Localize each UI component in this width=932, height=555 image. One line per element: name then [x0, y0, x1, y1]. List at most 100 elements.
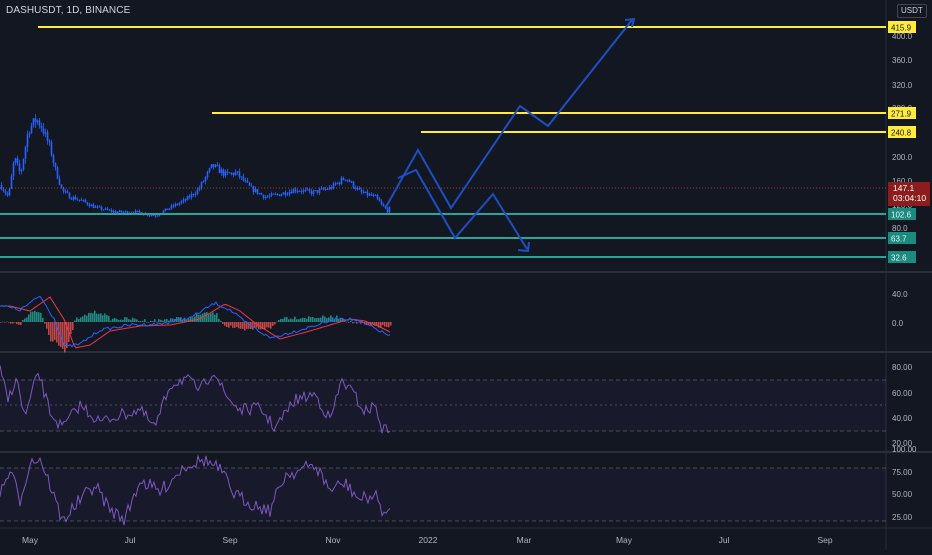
time-axis-label: Sep	[817, 535, 832, 545]
macd-histogram-bar	[326, 318, 328, 322]
candle-body	[356, 188, 359, 190]
stoch-axis-label: 75.00	[892, 468, 913, 477]
macd-histogram-bar	[164, 319, 166, 322]
level-label-yellow-bg	[888, 107, 916, 119]
macd-histogram-bar	[330, 315, 332, 322]
candle-body	[226, 171, 229, 173]
candle-body	[286, 194, 289, 196]
macd-histogram-bar	[244, 322, 246, 331]
time-axis-label: Jul	[719, 535, 730, 545]
macd-histogram-bar	[384, 322, 386, 327]
macd-histogram-bar	[156, 321, 158, 323]
candle-body	[348, 180, 351, 183]
macd-histogram-bar	[138, 321, 140, 322]
candle-body	[216, 164, 219, 166]
level-label-teal-bg	[888, 208, 916, 220]
candle-body	[36, 120, 39, 123]
macd-histogram-bar	[190, 317, 192, 322]
candle-body	[12, 163, 15, 177]
candle-body	[344, 179, 347, 181]
macd-histogram-bar	[380, 322, 382, 328]
macd-histogram-bar	[118, 320, 120, 322]
current-price-label: 147.1	[893, 183, 915, 193]
candle-body	[208, 168, 211, 172]
macd-histogram-bar	[360, 322, 362, 324]
macd-histogram-bar	[266, 322, 268, 328]
macd-histogram-bar	[340, 317, 342, 322]
candle-body	[362, 192, 365, 194]
macd-histogram-bar	[142, 320, 144, 322]
macd-histogram-bar	[218, 318, 220, 322]
candle-body	[110, 209, 113, 212]
candle-body	[78, 199, 81, 201]
candle-body	[292, 189, 295, 194]
candle-body	[242, 176, 245, 181]
candle-body	[246, 180, 249, 183]
macd-histogram-bar	[276, 321, 278, 323]
macd-histogram-bar	[92, 313, 94, 322]
candle-body	[14, 158, 17, 164]
macd-histogram-bar	[150, 320, 152, 322]
rsi-band	[0, 380, 886, 431]
candle-body	[330, 187, 333, 189]
time-axis-label: May	[22, 535, 39, 545]
candle-body	[210, 164, 213, 169]
macd-histogram-bar	[162, 320, 164, 322]
candle-body	[222, 169, 225, 176]
candle-body	[60, 184, 63, 188]
candle-body	[94, 206, 97, 208]
macd-histogram-bar	[226, 322, 228, 328]
macd-histogram-bar	[232, 322, 234, 328]
currency-badge[interactable]: USDT	[897, 4, 927, 18]
candle-body	[228, 172, 231, 174]
macd-histogram-bar	[62, 322, 64, 349]
candle-body	[354, 187, 357, 190]
pane-bg-3	[0, 452, 932, 528]
macd-histogram-bar	[350, 320, 352, 322]
candle-body	[298, 191, 301, 193]
macd-histogram-bar	[144, 319, 146, 322]
macd-histogram-bar	[20, 322, 22, 326]
candle-body	[10, 176, 13, 189]
candle-body	[56, 167, 59, 179]
candle-body	[164, 208, 167, 211]
macd-histogram-bar	[166, 319, 168, 322]
stoch-axis-label: 50.00	[892, 490, 913, 499]
candle-body	[290, 191, 293, 194]
candle-body	[254, 189, 257, 193]
level-label-yellow-bg	[888, 21, 916, 33]
macd-histogram-bar	[8, 322, 10, 323]
macd-histogram-bar	[50, 322, 52, 342]
macd-histogram-bar	[14, 322, 16, 323]
macd-histogram-bar	[328, 317, 330, 322]
macd-histogram-bar	[192, 317, 194, 322]
macd-histogram-bar	[40, 312, 42, 322]
macd-histogram-bar	[216, 313, 218, 322]
candle-body	[82, 199, 85, 201]
symbol-title[interactable]: DASHUSDT, 1D, BINANCE	[6, 5, 131, 16]
candle-body	[138, 210, 141, 213]
macd-histogram-bar	[136, 319, 138, 322]
candle-body	[190, 194, 193, 198]
macd-histogram-bar	[106, 315, 108, 322]
macd-histogram-bar	[304, 317, 306, 322]
macd-histogram-bar	[282, 318, 284, 322]
macd-histogram-bar	[220, 320, 222, 322]
macd-histogram-bar	[274, 322, 276, 325]
macd-histogram-bar	[36, 311, 38, 322]
candle-body	[386, 208, 389, 213]
macd-histogram-bar	[296, 319, 298, 322]
candle-body	[162, 210, 165, 214]
candle-body	[250, 185, 253, 187]
macd-histogram-bar	[204, 312, 206, 322]
candle-body	[326, 189, 329, 191]
macd-histogram-bar	[6, 321, 8, 323]
macd-histogram-bar	[104, 313, 106, 322]
candle-body	[340, 178, 343, 184]
candle-body	[44, 132, 47, 134]
macd-axis-label: 0.0	[892, 319, 904, 328]
candle-body	[50, 142, 53, 156]
candle-body	[22, 158, 25, 170]
